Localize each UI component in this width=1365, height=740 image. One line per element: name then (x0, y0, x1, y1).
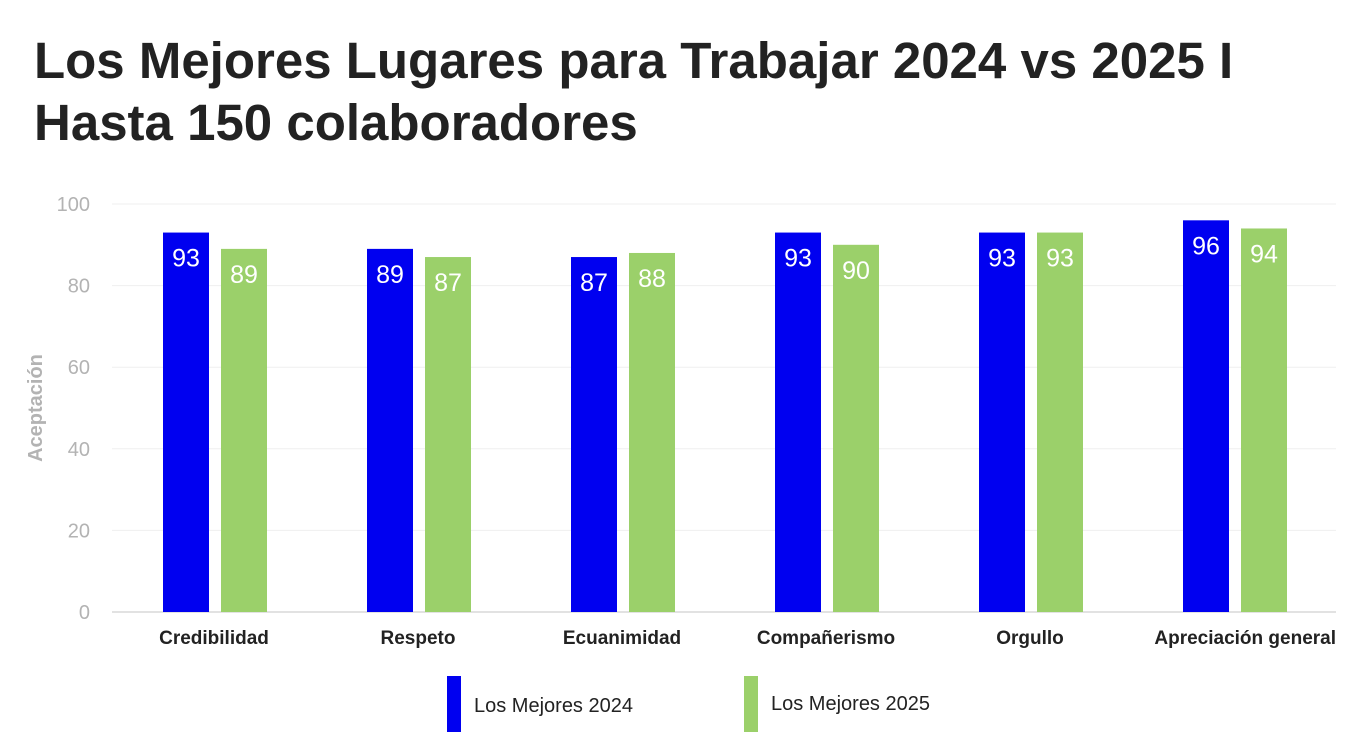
data-labels: 93 89 89 87 87 88 93 90 93 93 96 94 (172, 232, 1278, 297)
y-tick-label: 80 (68, 276, 90, 298)
bars (163, 220, 1287, 613)
legend-swatch (744, 676, 758, 732)
bar-value-label: 89 (376, 261, 404, 289)
y-axis-ticks: 0 20 40 60 80 100 (57, 194, 90, 624)
x-category-label: Compañerismo (757, 628, 895, 649)
bar-value-label: 94 (1250, 240, 1278, 268)
bar (425, 257, 471, 612)
bar-value-label: 89 (230, 261, 258, 289)
y-tick-label: 100 (57, 194, 90, 216)
bar (979, 232, 1025, 612)
x-category-label: Orgullo (996, 628, 1064, 649)
y-tick-label: 0 (79, 602, 90, 624)
bar-value-label: 87 (580, 269, 608, 297)
bar (367, 248, 413, 612)
bar-value-label: 93 (172, 245, 200, 273)
chart-title: Los Mejores Lugares para Trabajar 2024 v… (34, 32, 1234, 151)
bar (833, 244, 879, 613)
legend-item: Los Mejores 2025 (744, 676, 930, 732)
bar (221, 248, 267, 612)
bar (163, 232, 209, 612)
legend-label: Los Mejores 2025 (771, 693, 930, 715)
y-tick-label: 20 (68, 520, 90, 542)
legend-label: Los Mejores 2024 (474, 695, 633, 717)
bar (571, 257, 617, 612)
x-category-label: Apreciación general (1154, 628, 1336, 649)
x-category-label: Credibilidad (159, 628, 269, 649)
y-tick-label: 60 (68, 357, 90, 379)
bar-value-label: 96 (1192, 232, 1220, 260)
bar-value-label: 88 (638, 265, 666, 293)
bar-value-label: 93 (1046, 245, 1074, 273)
bar-value-label: 90 (842, 257, 870, 285)
y-axis-title: Aceptación (25, 354, 47, 462)
x-category-label: Respeto (381, 628, 456, 649)
x-category-label: Ecuanimidad (563, 628, 681, 649)
x-axis-categories: Credibilidad Respeto Ecuanimidad Compañeris… (159, 628, 1336, 649)
bar (1183, 220, 1229, 612)
bar-value-label: 87 (434, 269, 462, 297)
bar (629, 252, 675, 612)
legend: Los Mejores 2024 Los Mejores 2025 (447, 676, 930, 732)
gridlines (112, 203, 1336, 613)
legend-item: Los Mejores 2024 (447, 676, 633, 732)
bar-value-label: 93 (784, 245, 812, 273)
bar-value-label: 93 (988, 245, 1016, 273)
bar (775, 232, 821, 612)
y-tick-label: 40 (68, 439, 90, 461)
legend-swatch (447, 676, 461, 732)
bar (1037, 232, 1083, 612)
bar (1241, 228, 1287, 613)
